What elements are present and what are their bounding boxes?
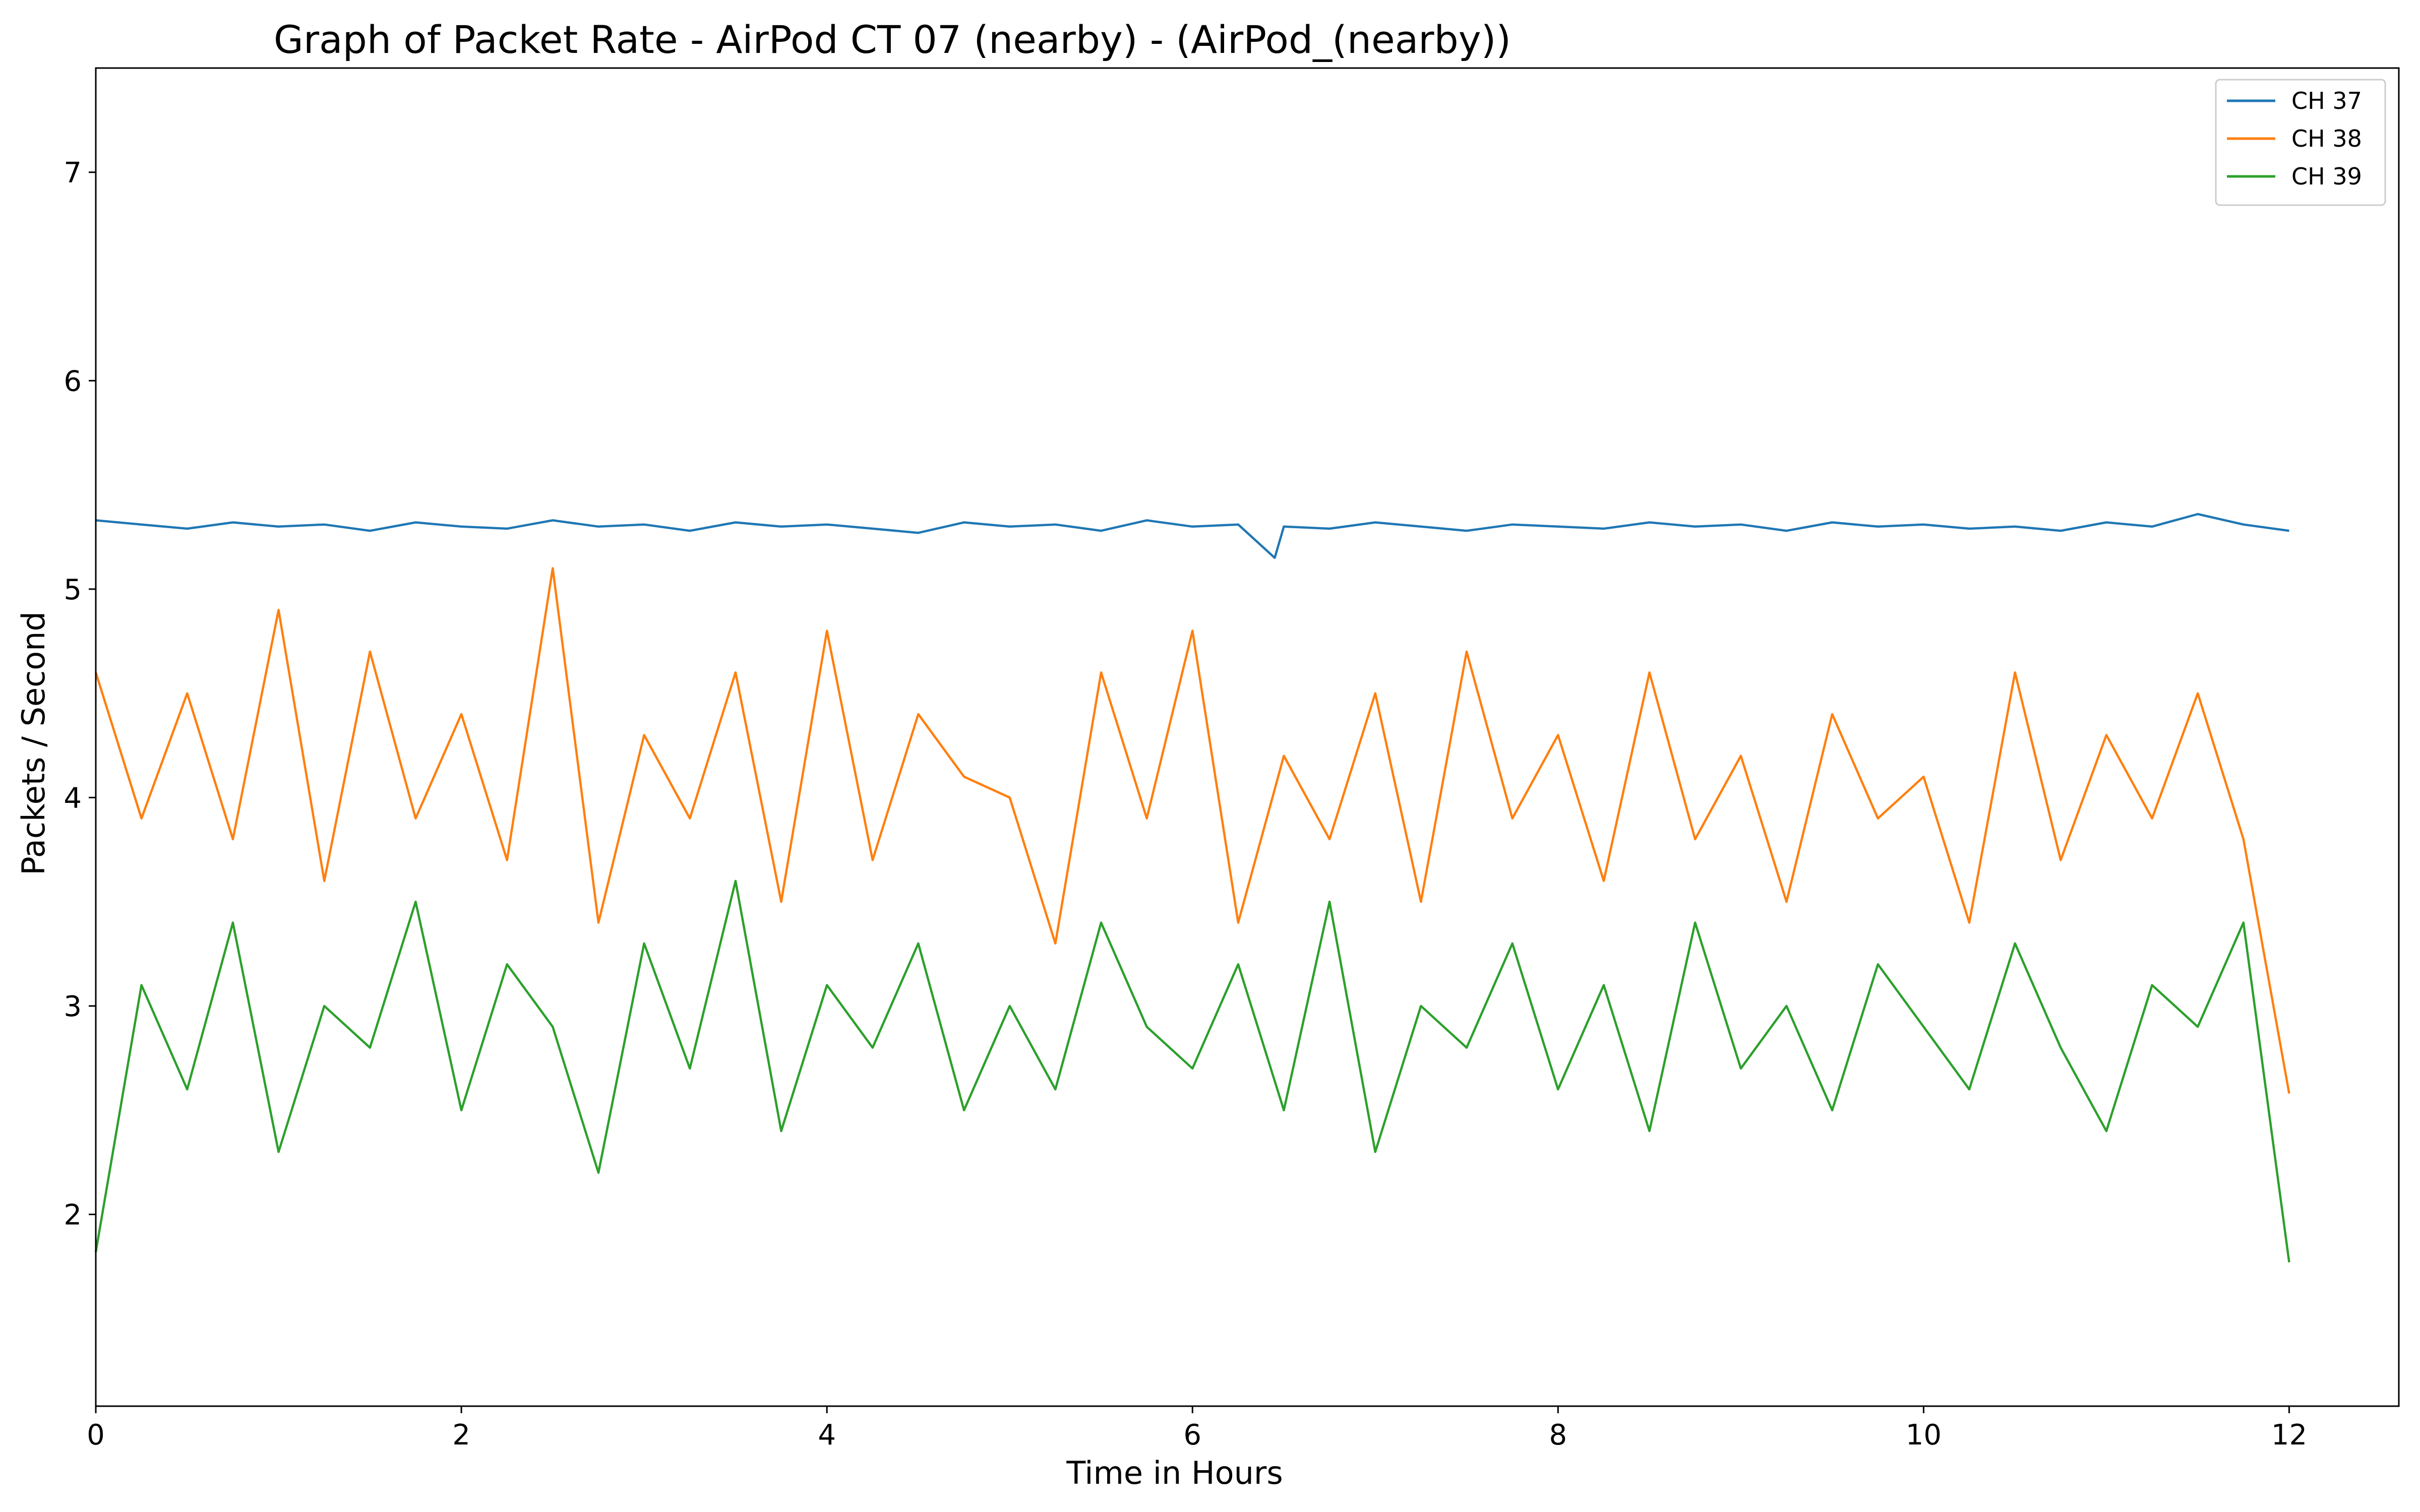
series-line-2: [94, 567, 2290, 1094]
y-tick-label: 6: [64, 365, 82, 398]
x-tick-label: 10: [1906, 1419, 1942, 1452]
y-axis-label: Packets / Second: [15, 611, 52, 875]
plot-frame: [95, 67, 2400, 1407]
x-tick-label: 0: [87, 1419, 105, 1452]
x-tick-label: 12: [2271, 1419, 2307, 1452]
x-tick-label: 4: [818, 1419, 836, 1452]
y-tick-label: 7: [64, 157, 82, 190]
y-tick-label: 4: [64, 782, 82, 814]
x-tick-label: 8: [1549, 1419, 1567, 1452]
x-tick-label: 6: [1183, 1419, 1201, 1452]
axes-layer: 0 2 4 6 8 10 12 2 3 4 5 6 7: [64, 67, 2400, 1452]
legend-frame: [2215, 79, 2386, 206]
legend-label: CH 37: [2291, 87, 2362, 114]
x-axis-label: Time in Hours: [1066, 1455, 1283, 1491]
series-layer: [94, 513, 2290, 1263]
legend-label: CH 38: [2291, 125, 2362, 152]
legend: CH 37 CH 38 CH 39: [2215, 79, 2386, 206]
y-tick-label: 2: [64, 1199, 82, 1232]
x-tick-label: 2: [452, 1419, 470, 1452]
chart-title: Graph of Packet Rate - AirPod CT 07 (nea…: [274, 17, 1511, 62]
series-line-1: [95, 513, 2289, 559]
series-line-3: [94, 879, 2290, 1263]
y-tick-label: 3: [64, 990, 82, 1023]
y-tick-label: 5: [64, 574, 82, 606]
legend-label: CH 39: [2291, 163, 2362, 190]
